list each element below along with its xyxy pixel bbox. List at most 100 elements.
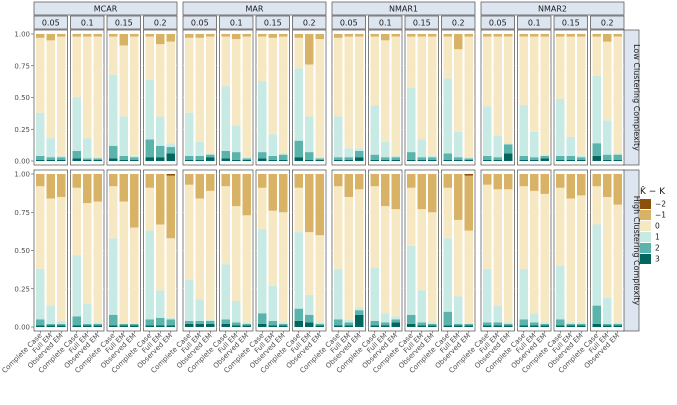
- bar-segment-complete-case-level-1: [407, 174, 416, 188]
- bar-segment-complete-case-level-3: [519, 105, 528, 156]
- bar-segment-observed-em-level-5: [166, 153, 175, 161]
- panel-low-clustering-complexity-mcar-0-05: [33, 29, 68, 166]
- bar-segment-complete-case-level-1: [72, 174, 81, 188]
- bar-segment-full-em-level-1: [530, 34, 539, 37]
- bar-segment-complete-case-level-4: [370, 320, 379, 326]
- bar-segment-complete-case-level-4: [519, 319, 528, 326]
- bar-segment-observed-em-level-2: [130, 36, 139, 156]
- bar-segment-observed-em-level-5: [428, 159, 437, 161]
- bar-segment-full-em-level-2: [417, 36, 426, 140]
- bar-segment-observed-em-level-4: [242, 158, 251, 160]
- bar-segment-complete-case-level-3: [370, 105, 379, 155]
- bar-segment-observed-em-level-1: [279, 34, 288, 37]
- strip-rate: [143, 15, 178, 30]
- bar-segment-observed-em-level-4: [206, 154, 215, 158]
- bar-segment-complete-case-level-4: [221, 150, 230, 159]
- bar-segment-observed-em-level-2: [242, 36, 251, 158]
- bar-segment-observed-em-level-5: [93, 159, 102, 161]
- bar-segment-complete-case-level-3: [36, 112, 45, 156]
- bar-segment-observed-em-level-4: [355, 310, 364, 315]
- bar-segment-complete-case-level-1: [370, 34, 379, 37]
- bar-segment-complete-case-level-5: [370, 159, 379, 161]
- bar-segment-observed-em-level-4: [130, 323, 139, 326]
- bar-segment-full-em-level-2: [119, 45, 128, 117]
- bar-segment-complete-case-level-5: [407, 323, 416, 327]
- bar-segment-observed-em-level-4: [428, 157, 437, 160]
- bar-segment-complete-case-level-1: [334, 174, 343, 187]
- strip-row-label: Low Clustering Complexity: [632, 44, 641, 151]
- bar-segment-full-em-level-5: [530, 159, 539, 161]
- bar-segment-full-em-level-1: [417, 174, 426, 210]
- bar-segment-observed-em-level-4: [57, 157, 66, 160]
- bar-segment-full-em-level-5: [46, 325, 55, 327]
- bar-segment-full-em-level-2: [603, 196, 612, 298]
- bar-segment-observed-em-level-1: [242, 174, 251, 216]
- bar-segment-observed-em-level-3: [166, 317, 175, 320]
- bar-segment-complete-case-level-1: [407, 34, 416, 37]
- bar-segment-full-em-level-1: [454, 34, 463, 50]
- bar-segment-observed-em-level-1: [93, 174, 102, 202]
- bar-segment-full-em-level-5: [381, 325, 390, 327]
- bar-segment-full-em-level-3: [454, 131, 463, 158]
- bar-segment-observed-em-level-5: [315, 159, 324, 161]
- bar-segment-complete-case-level-5: [556, 159, 565, 161]
- bar-segment-observed-em-level-1: [464, 34, 473, 37]
- bar-segment-complete-case-level-1: [556, 34, 565, 37]
- bar-segment-full-em-level-1: [156, 34, 165, 45]
- bar-segment-full-em-level-1: [195, 34, 204, 38]
- bar-segment-full-em-level-4: [156, 145, 165, 158]
- bar-segment-complete-case-level-2: [185, 37, 194, 113]
- bar-segment-full-em-level-3: [566, 322, 575, 324]
- legend-key-label: 1: [655, 233, 660, 242]
- bar-segment-full-em-level-3: [195, 141, 204, 156]
- bar-segment-observed-em-level-2: [540, 36, 549, 155]
- bar-segment-full-em-level-5: [156, 157, 165, 161]
- bar-segment-observed-em-level-4: [613, 323, 622, 326]
- bar-segment-full-em-level-5: [195, 159, 204, 161]
- bar-segment-observed-em-level-2: [540, 193, 549, 323]
- bar-segment-complete-case-level-5: [258, 323, 267, 327]
- bar-segment-observed-em-level-3: [242, 322, 251, 324]
- bar-segment-complete-case-level-5: [221, 323, 230, 327]
- bar-segment-observed-em-level-4: [242, 323, 251, 326]
- bar-segment-complete-case-level-5: [185, 323, 194, 327]
- bar-segment-full-em-level-3: [305, 116, 314, 153]
- bar-segment-observed-em-level-5: [464, 159, 473, 161]
- bar-segment-observed-em-level-1: [391, 34, 400, 37]
- bar-segment-full-em-level-1: [305, 34, 314, 65]
- bar-segment-observed-em-level-5: [57, 325, 66, 327]
- panel-low-clustering-complexity-nmar1-0-1: [368, 29, 403, 166]
- panel-low-clustering-complexity-nmar2-0-2: [590, 29, 625, 166]
- bar-segment-observed-em-level-1: [540, 34, 549, 37]
- bar-segment-complete-case-level-4: [145, 139, 154, 158]
- bar-segment-observed-em-level-1: [613, 34, 622, 37]
- bar-segment-observed-em-level-4: [93, 158, 102, 160]
- bar-segment-observed-em-level-2: [613, 36, 622, 154]
- bar-segment-complete-case-level-1: [36, 174, 45, 187]
- bar-segment-full-em-level-3: [381, 313, 390, 323]
- bar-segment-complete-case-level-5: [592, 323, 601, 327]
- bar-segment-complete-case-level-1: [294, 34, 303, 38]
- bar-segment-complete-case-level-4: [258, 313, 267, 324]
- bar-segment-complete-case-level-4: [36, 155, 45, 160]
- panel-low-clustering-complexity-nmar2-0-1: [517, 29, 552, 166]
- bar-segment-observed-em-level-2: [504, 36, 513, 144]
- bar-segment-complete-case-level-2: [443, 187, 452, 239]
- bar-segment-full-em-level-1: [83, 174, 92, 204]
- bar-segment-full-em-level-2: [530, 190, 539, 314]
- bar-segment-full-em-level-4: [83, 158, 92, 160]
- bar-segment-complete-case-level-5: [221, 158, 230, 161]
- bar-segment-full-em-level-4: [381, 157, 390, 160]
- bar-segment-complete-case-level-3: [258, 80, 267, 153]
- bar-segment-complete-case-level-3: [407, 87, 416, 153]
- legend-key-0: [640, 199, 651, 209]
- bar-segment-full-em-level-2: [232, 39, 241, 126]
- panel-high-clustering-complexity-nmar2-0-15: [553, 169, 588, 332]
- bar-segment-observed-em-level-4: [166, 147, 175, 154]
- bar-segment-full-em-level-4: [454, 157, 463, 160]
- panel-low-clustering-complexity-mcar-0-15: [106, 29, 141, 166]
- panel-high-clustering-complexity-mar-0-15: [255, 169, 290, 332]
- bar-segment-observed-em-level-1: [166, 34, 175, 42]
- strip-mechanism-label: MCAR: [94, 5, 118, 14]
